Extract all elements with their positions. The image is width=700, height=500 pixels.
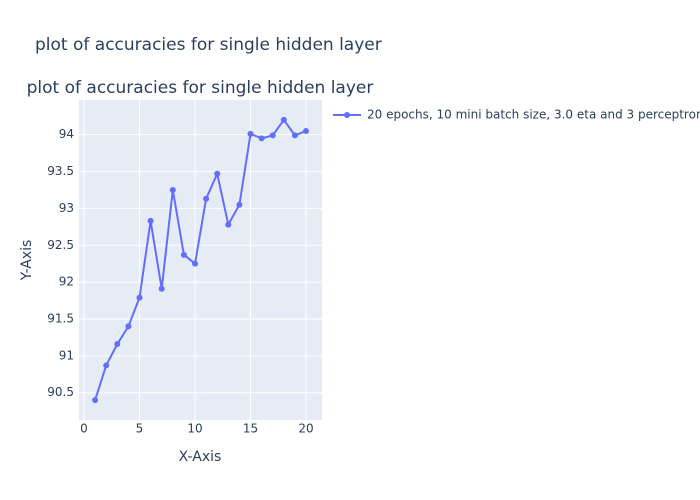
data-point (303, 127, 310, 134)
data-point (103, 362, 110, 369)
data-point (180, 251, 187, 258)
data-point (214, 170, 221, 177)
y-tick-label: 93 (59, 201, 74, 215)
data-point (125, 323, 132, 330)
y-tick-label: 94 (59, 127, 74, 141)
legend-marker (344, 112, 350, 118)
data-point (114, 341, 121, 348)
plot-area (79, 100, 322, 420)
chart-title: plot of accuracies for single hidden lay… (35, 35, 382, 55)
legend-label: 20 epochs, 10 mini batch size, 3.0 eta a… (367, 108, 700, 122)
x-tick-label: 0 (80, 422, 88, 436)
data-point (147, 217, 154, 224)
x-tick-label: 15 (243, 422, 258, 436)
data-point (136, 294, 143, 301)
x-tick-label: 20 (298, 422, 313, 436)
y-tick-label: 91.5 (47, 311, 74, 325)
data-point (280, 116, 287, 123)
x-tick-label: 10 (187, 422, 202, 436)
data-point (269, 132, 276, 139)
data-point (247, 130, 254, 137)
x-axis-label: X-Axis (179, 449, 222, 465)
x-tick-label: 5 (136, 422, 144, 436)
data-point (291, 132, 298, 139)
data-point (192, 260, 199, 267)
data-point (258, 135, 265, 142)
y-tick-label: 92 (59, 275, 74, 289)
data-point (92, 397, 99, 404)
y-tick-label: 92.5 (47, 238, 74, 252)
y-tick-label: 91 (59, 348, 74, 362)
data-point (158, 285, 165, 292)
y-tick-label: 93.5 (47, 164, 74, 178)
data-point (236, 201, 243, 208)
data-point (203, 195, 210, 202)
data-point (225, 221, 232, 228)
y-tick-label: 90.5 (47, 385, 74, 399)
subplot-title: plot of accuracies for single hidden lay… (27, 78, 374, 98)
data-point (169, 186, 176, 193)
y-axis-label: Y-Axis (19, 240, 35, 282)
